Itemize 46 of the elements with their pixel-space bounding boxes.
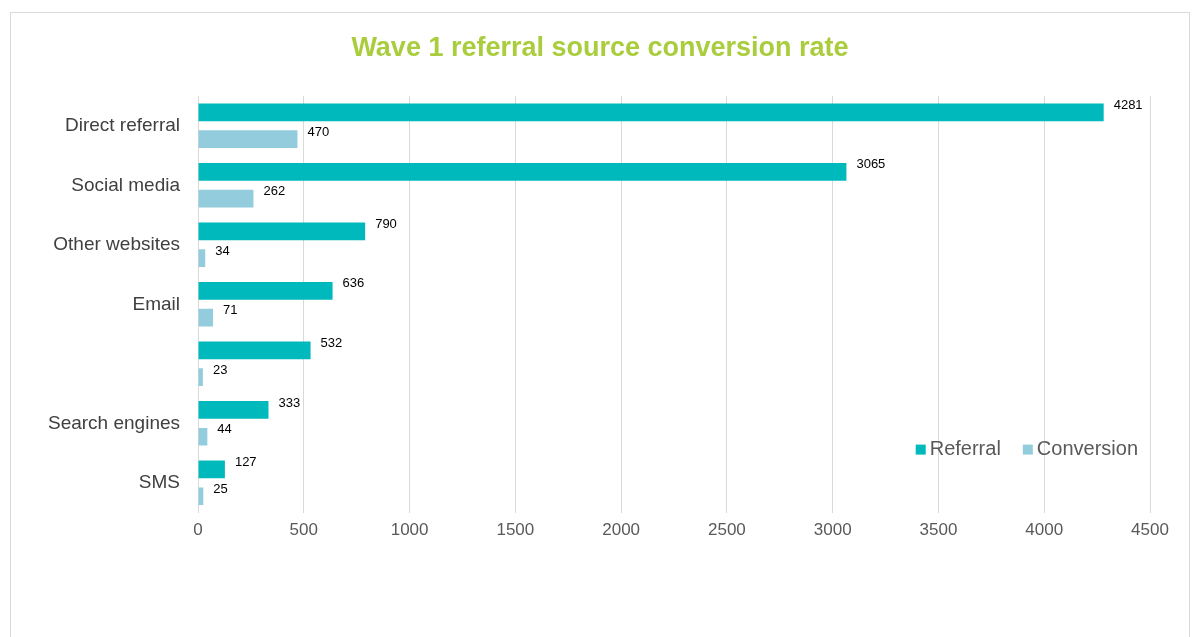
- bar: [198, 163, 847, 181]
- bar: [198, 282, 333, 300]
- x-tick-label: 500: [289, 520, 318, 540]
- data-label: 790: [375, 215, 397, 231]
- x-tick-label: 2000: [602, 520, 641, 540]
- data-label: 25: [213, 480, 228, 496]
- y-tick-label: Direct referral: [64, 113, 181, 135]
- legend-label: Conversion: [1036, 437, 1139, 460]
- x-tick-label: 1000: [390, 520, 429, 540]
- x-tick-label: 2500: [707, 520, 746, 540]
- x-tick-label: 4500: [1131, 520, 1169, 540]
- bar: [198, 401, 269, 419]
- data-label: 532: [320, 335, 343, 350]
- data-label: 127: [234, 454, 257, 470]
- data-label: 4281: [1113, 96, 1143, 112]
- y-tick-label: Search engines: [47, 411, 181, 433]
- data-label: 333: [278, 394, 301, 410]
- y-tick-label: Social media: [71, 173, 181, 195]
- chart-title: Wave 1 referral source conversion rate: [350, 32, 850, 63]
- x-tick-label: 3000: [813, 520, 852, 540]
- bar: [198, 249, 206, 268]
- data-label: 44: [217, 421, 232, 437]
- y-tick-label: Other websites: [53, 233, 181, 255]
- bar: [198, 341, 311, 360]
- bar: [198, 368, 203, 387]
- bar: [198, 427, 208, 446]
- data-label: 23: [212, 361, 228, 377]
- data-label: 262: [263, 183, 286, 199]
- bar: [198, 460, 225, 479]
- bar: [198, 130, 298, 148]
- bar: [198, 103, 1104, 122]
- data-label: 71: [223, 302, 238, 318]
- bar: [198, 222, 366, 241]
- bar: [198, 308, 214, 327]
- x-tick-label: 4000: [1025, 520, 1064, 540]
- x-tick-label: 1500: [496, 520, 535, 540]
- data-label: 470: [307, 123, 330, 139]
- y-tick-label: SMS: [138, 471, 181, 493]
- data-label: 3065: [856, 156, 886, 172]
- data-label: 34: [215, 242, 230, 258]
- x-tick-label: 0: [193, 520, 203, 540]
- legend-label: Referral: [929, 437, 1001, 460]
- x-tick-label: 3500: [919, 520, 958, 540]
- data-label: 636: [342, 275, 365, 291]
- bar: [198, 189, 254, 208]
- y-tick-label: Email: [132, 292, 181, 314]
